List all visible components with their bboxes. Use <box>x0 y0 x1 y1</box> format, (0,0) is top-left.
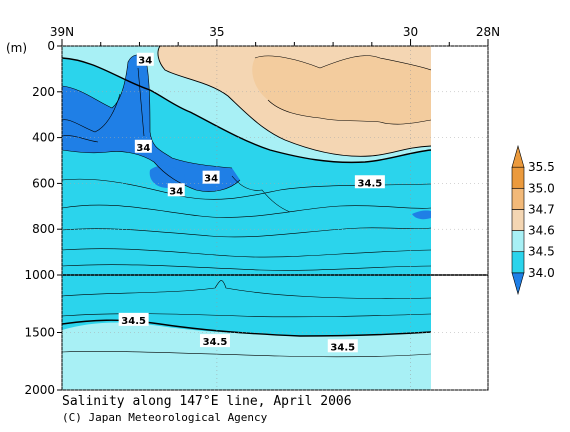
colorbar-label: 34.6 <box>528 224 555 238</box>
contour-label: 34 <box>136 143 150 154</box>
y-tick-label: 200 <box>32 85 55 99</box>
chart-title: Salinity along 147°E line, April 2006 <box>62 394 352 409</box>
contour-label-bg <box>199 334 230 348</box>
contour-label-bg <box>327 339 358 353</box>
field-35-0 <box>252 55 431 125</box>
field-34-0-east <box>412 210 431 220</box>
contour-label: 34.5 <box>121 316 146 327</box>
contour-label-bg <box>167 183 185 197</box>
contour-label: 34.5 <box>203 337 228 348</box>
y-unit-label: (m) <box>6 41 27 55</box>
x-tick-label: 30 <box>403 25 418 39</box>
colorbar-label: 35.0 <box>528 181 555 195</box>
contour-label: 34 <box>169 186 183 197</box>
colorbar-label: 34.7 <box>528 202 555 216</box>
y-tick-label: 600 <box>32 176 55 190</box>
colorbar-label: 35.5 <box>528 160 555 174</box>
colorbar-legend: 34.0 34.5 34.6 34.7 35.0 35.5 <box>511 144 555 296</box>
contour-labels: 34 34 34 34 34.5 34.5 34.5 34.5 <box>118 52 385 353</box>
colorbar-label: 34.0 <box>528 266 555 280</box>
contour-label: 34.5 <box>330 342 355 353</box>
colorbar-label: 34.5 <box>528 245 555 259</box>
contour-label-bg <box>202 170 220 184</box>
y-tick-label: 1000 <box>24 268 55 282</box>
field-34-7 <box>157 46 431 157</box>
field-34-0-lens <box>149 165 186 188</box>
y-tick-label: 0 <box>47 39 55 53</box>
colorbar-min-arrow <box>511 272 525 296</box>
colorbar-segment <box>511 251 525 274</box>
colorbar-max-arrow <box>511 144 525 168</box>
colorbar-segment <box>511 187 525 210</box>
contour-label-bg <box>134 139 152 153</box>
contour-label: 34.5 <box>358 178 383 189</box>
colorbar-segment <box>511 166 525 189</box>
field-34-0-core <box>62 54 240 192</box>
y-tick-label: 800 <box>32 222 55 236</box>
y-tick-label: 1500 <box>24 326 55 340</box>
contour-label-bg <box>118 312 149 326</box>
contour-lines <box>62 46 431 358</box>
contour-label-bg <box>136 52 154 66</box>
x-tick-label: 28N <box>476 25 500 39</box>
colorbar-segment <box>511 230 525 253</box>
salinity-fields <box>62 46 431 390</box>
y-axis: 0 200 400 600 800 1000 1500 2000 <box>24 39 488 397</box>
x-tick-label: 35 <box>209 25 224 39</box>
y-tick-label: 2000 <box>24 383 55 397</box>
x-tick-label: 39N <box>50 25 74 39</box>
copyright-credit: (C) Japan Meteorological Agency <box>62 411 268 424</box>
x-axis: 39N 35 30 28N <box>50 25 500 390</box>
contour-label-bg <box>354 175 385 189</box>
y-tick-label: 400 <box>32 131 55 145</box>
contour-label: 34 <box>204 174 218 185</box>
colorbar-segment <box>511 209 525 231</box>
contour-label: 34 <box>138 56 152 67</box>
